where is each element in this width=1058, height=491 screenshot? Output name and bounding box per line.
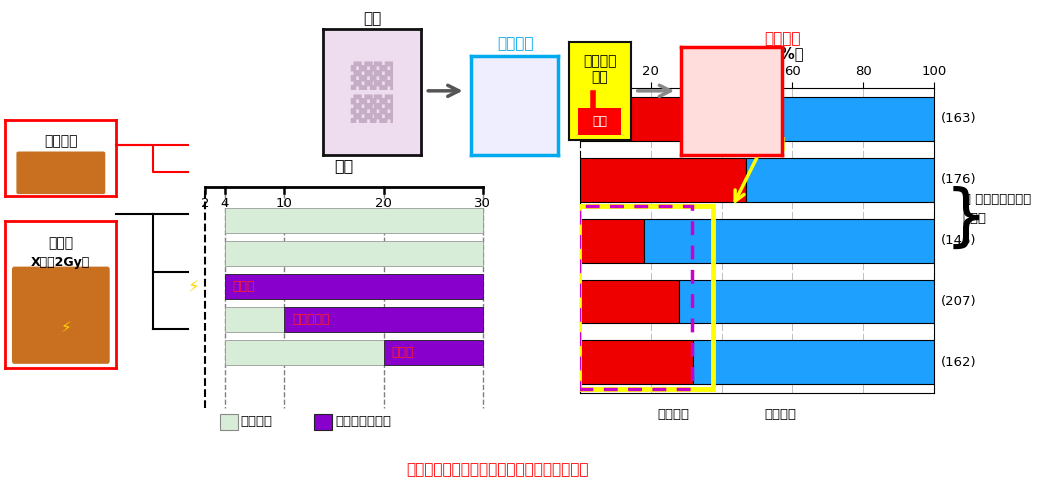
Bar xyxy=(643,218,934,263)
Text: ⚡: ⚡ xyxy=(187,277,199,296)
Bar xyxy=(750,402,763,426)
Bar xyxy=(220,413,238,430)
Text: カロリー制限により、悪性腫瘍の割合が減少: カロリー制限により、悪性腫瘍の割合が減少 xyxy=(406,462,588,477)
Bar xyxy=(579,207,713,389)
Text: 正常: 正常 xyxy=(363,11,382,26)
Bar xyxy=(314,413,332,430)
Text: X線（2Gy）: X線（2Gy） xyxy=(31,256,91,269)
Bar xyxy=(746,158,934,202)
Text: 小児期: 小児期 xyxy=(233,280,255,293)
Bar xyxy=(693,340,934,384)
FancyBboxPatch shape xyxy=(12,267,110,364)
Bar xyxy=(224,274,482,299)
Text: ▓▓
▓▓: ▓▓ ▓▓ xyxy=(350,61,394,123)
Text: 良性腫瘍: 良性腫瘍 xyxy=(764,408,796,421)
Bar xyxy=(224,241,482,266)
Bar xyxy=(224,208,482,233)
Text: 抑制: 抑制 xyxy=(592,115,607,128)
Text: 悪性腫瘍: 悪性腫瘍 xyxy=(765,31,801,46)
Bar xyxy=(285,307,482,332)
Text: 悪性腫瘍: 悪性腫瘍 xyxy=(658,408,690,421)
Text: 若年成人期: 若年成人期 xyxy=(292,313,330,326)
Text: 良性腫瘍: 良性腫瘍 xyxy=(497,36,533,51)
Text: （ ）は、解析した
腫瘍数: （ ）は、解析した 腫瘍数 xyxy=(963,192,1032,225)
Text: (162): (162) xyxy=(942,356,977,369)
Text: (163): (163) xyxy=(942,112,977,125)
Bar xyxy=(580,340,693,384)
Text: 照射群: 照射群 xyxy=(49,236,73,250)
Text: ：カロリー制限: ：カロリー制限 xyxy=(335,415,390,428)
Text: 20: 20 xyxy=(376,197,391,210)
Text: 10: 10 xyxy=(276,197,293,210)
Bar xyxy=(580,218,643,263)
Text: ：通常食: ：通常食 xyxy=(240,415,273,428)
Text: (176): (176) xyxy=(942,173,977,186)
Text: }: } xyxy=(945,186,987,251)
Text: 30: 30 xyxy=(474,197,491,210)
Text: 照射で増加: 照射で増加 xyxy=(735,136,786,201)
Text: カロリー
制限: カロリー 制限 xyxy=(583,54,617,84)
Bar xyxy=(679,279,934,324)
Text: ⚡: ⚡ xyxy=(61,320,72,334)
Bar xyxy=(580,158,746,202)
Title: 悪性腫瘍の割合（%）: 悪性腫瘍の割合（%） xyxy=(710,46,804,61)
Bar xyxy=(580,279,679,324)
Text: 非照射群: 非照射群 xyxy=(44,135,77,149)
Bar xyxy=(580,97,714,141)
Text: (146): (146) xyxy=(942,234,977,247)
Text: (207): (207) xyxy=(942,295,977,308)
Text: 2: 2 xyxy=(201,197,209,210)
Bar xyxy=(224,340,482,365)
Bar xyxy=(714,97,934,141)
Bar xyxy=(383,340,482,365)
Text: 成人期: 成人期 xyxy=(391,347,414,359)
Text: 4: 4 xyxy=(221,197,229,210)
Bar xyxy=(224,274,482,299)
FancyBboxPatch shape xyxy=(16,152,106,194)
Bar xyxy=(643,402,656,426)
Bar xyxy=(579,207,692,389)
Text: 週齢: 週齢 xyxy=(334,159,353,174)
Bar xyxy=(224,307,482,332)
